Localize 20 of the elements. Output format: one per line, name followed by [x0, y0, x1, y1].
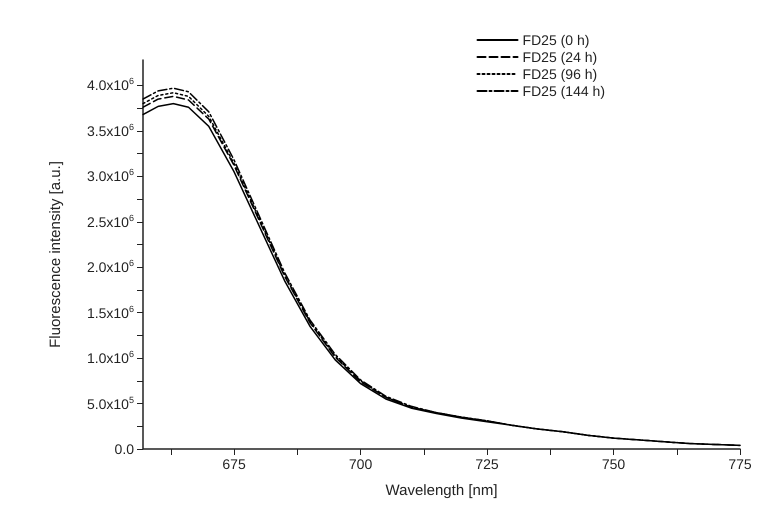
y-tick-label: 2.0x10$^{6}$ — [86, 258, 134, 276]
x-tick-label: 750 — [602, 456, 626, 472]
y-tick-label: 2.5x10$^{6}$ — [86, 212, 134, 231]
x-tick-label: 675 — [222, 456, 246, 472]
y-tick-label: 5.0x10$^{5}$ — [86, 394, 134, 413]
y-tick-label: 1.5x10$^{6}$ — [86, 304, 134, 322]
y-tick-label: 1.0x10$^{6}$ — [86, 349, 134, 368]
legend-label: FD25 (0 h) — [522, 32, 590, 48]
y-tick-label: 0.0 — [114, 440, 134, 458]
x-tick-label: 725 — [475, 456, 499, 472]
y-tick-label: 3.0x10$^{6}$ — [86, 167, 134, 186]
y-tick-label: 4.0x10$^{6}$ — [86, 76, 134, 94]
y-axis-title: Fluorescence intensity [a.u.] — [47, 161, 64, 348]
legend-label: FD25 (24 h) — [522, 49, 598, 65]
x-tick-label: 775 — [728, 456, 752, 472]
y-tick-label: 3.5x10$^{6}$ — [86, 122, 134, 140]
legend-label: FD25 (144 h) — [522, 83, 605, 99]
legend-label: FD25 (96 h) — [522, 66, 598, 82]
x-axis-title: Wavelength [nm] — [386, 482, 498, 499]
x-tick-label: 700 — [348, 456, 372, 472]
